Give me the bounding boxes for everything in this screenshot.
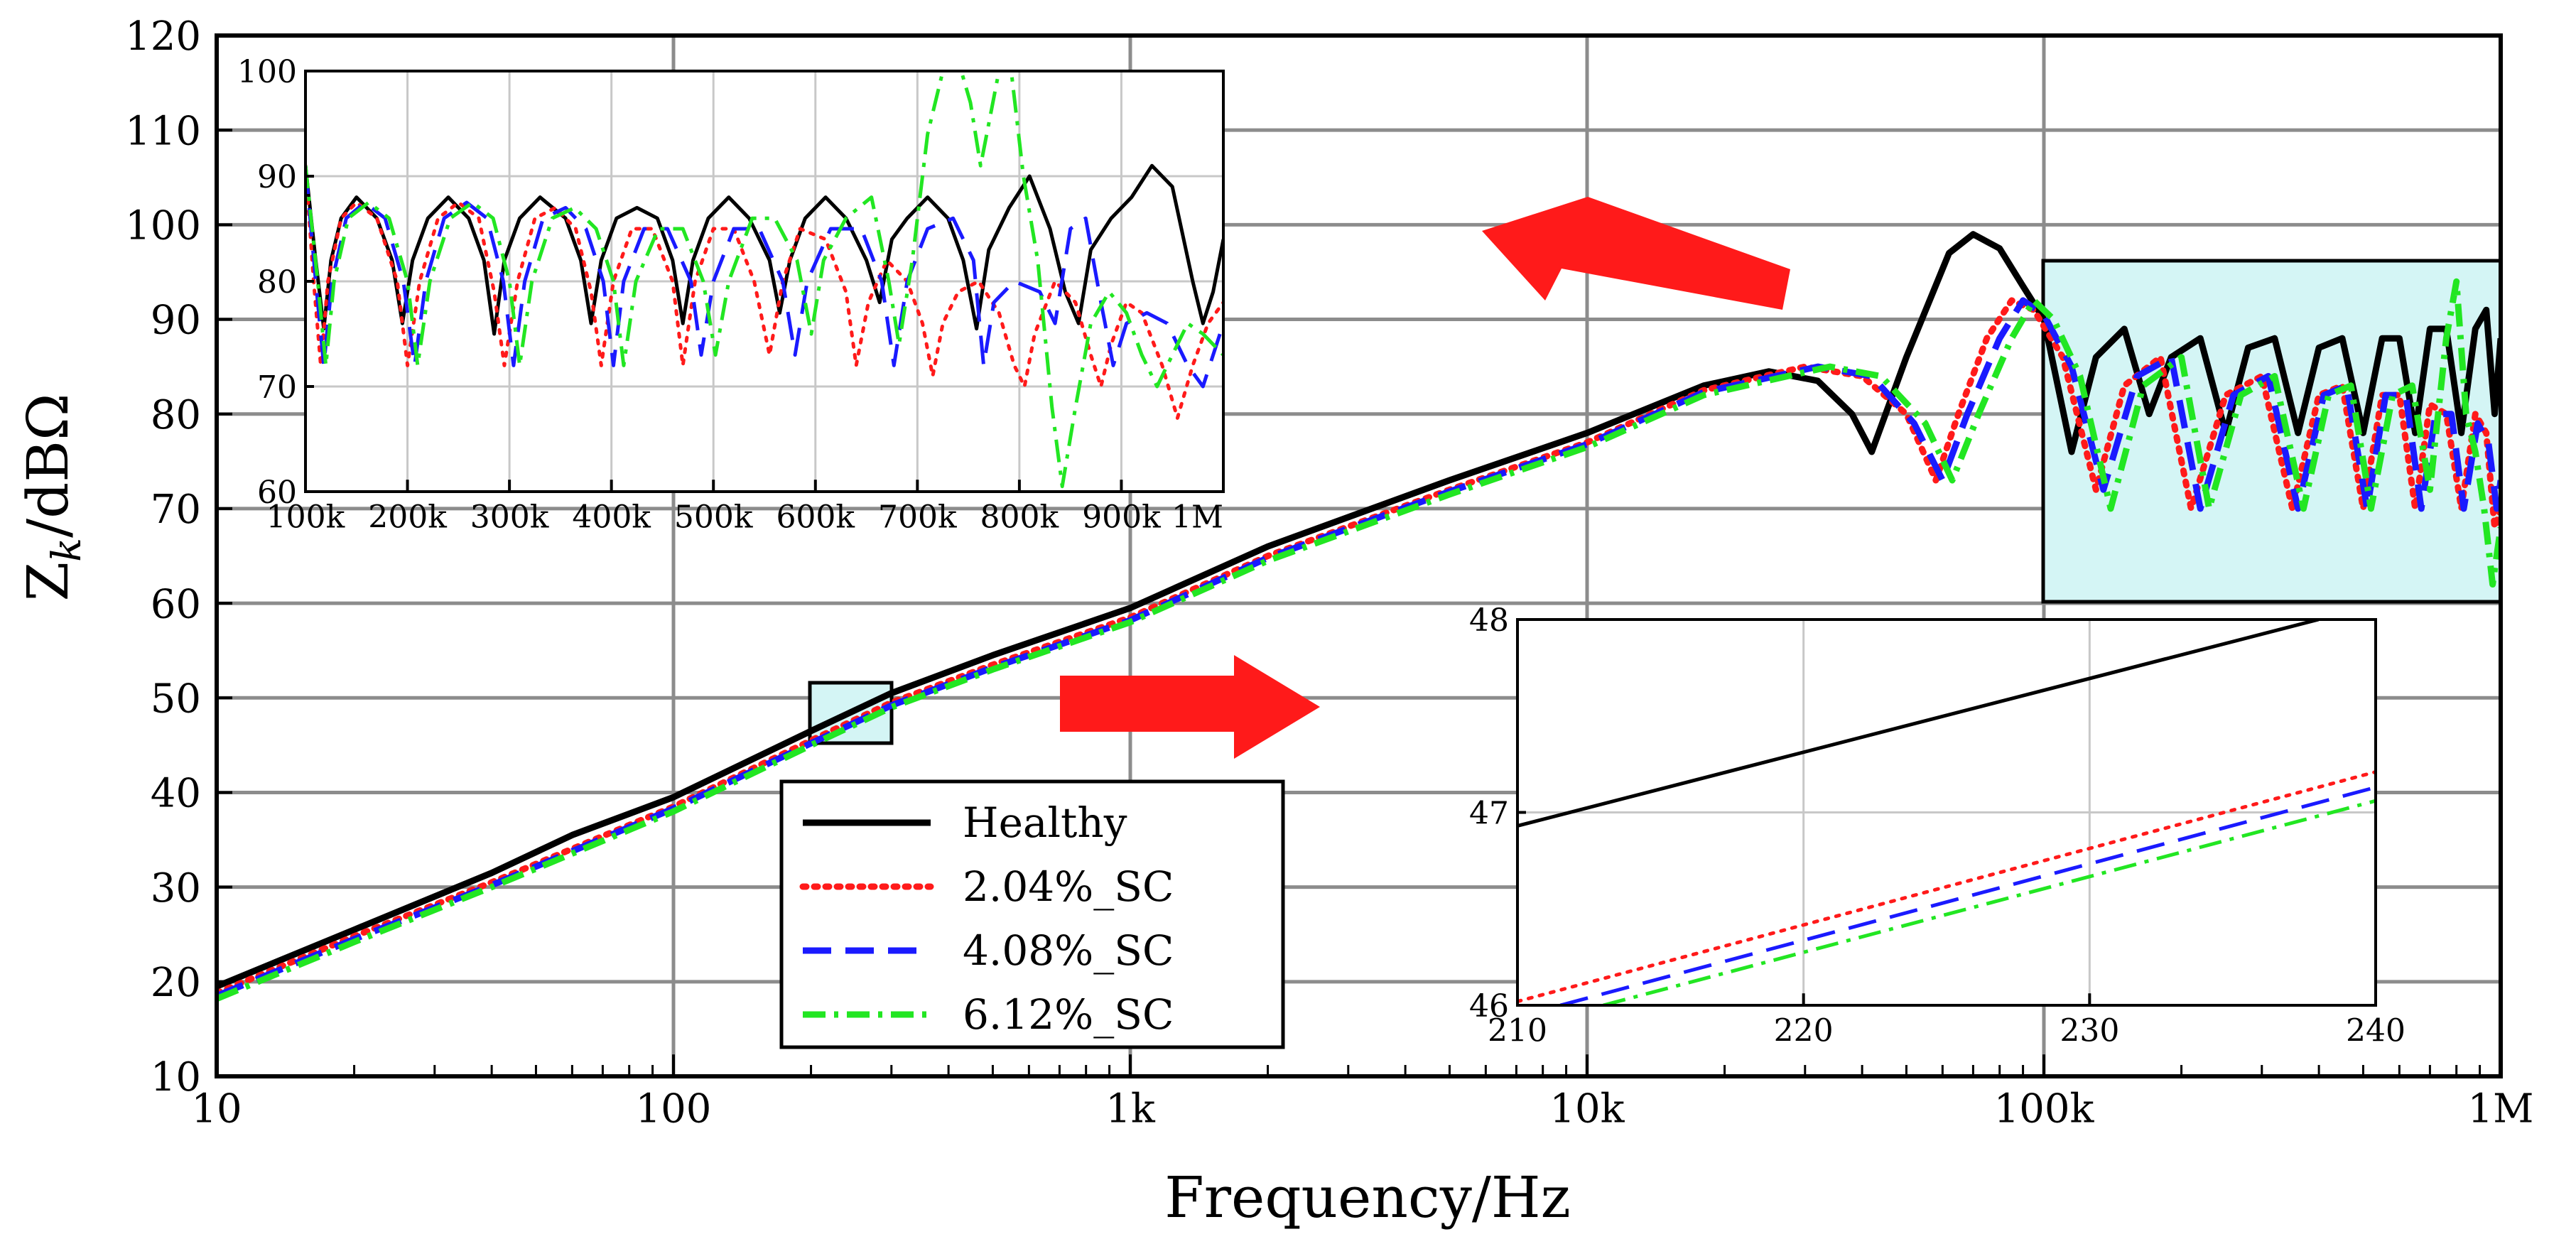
x-tick-label: 10 xyxy=(191,1086,242,1132)
inset-high-series xyxy=(305,71,1223,489)
arrow-right-icon xyxy=(1060,655,1320,759)
x-axis-title: Frequency/Hz xyxy=(1164,1164,1571,1231)
y-tick-label: 50 xyxy=(151,676,201,722)
axis-titles: Frequency/Hz Zk/dBΩ xyxy=(15,394,1571,1231)
y-axis-title: Zk/dBΩ xyxy=(15,394,90,602)
legend-label-4.08%_SC: 4.08%_SC xyxy=(963,926,1174,975)
y-tick-label: 47 xyxy=(1469,795,1509,831)
legend-items: Healthy 2.04%_SC 4.08%_SC 6.12%_SC xyxy=(799,799,1174,1039)
series-line-2.04%_SC xyxy=(305,163,1223,420)
x-tick-label: 1k xyxy=(1105,1086,1156,1132)
x-tick-label: 700k xyxy=(878,499,957,536)
inset-high-frequency: 60 70 80 90 100 100k 200k 300k 400k 500k 600k 700k 8… xyxy=(237,54,1225,536)
x-tick-label: 400k xyxy=(572,499,651,536)
y-tick-label: 20 xyxy=(151,960,201,1006)
x-tick-label: 200k xyxy=(368,499,447,536)
y-tick-label: 60 xyxy=(151,581,201,627)
series-line-2.04%_SC xyxy=(1517,770,2376,1004)
series-line-6.12%_SC xyxy=(1603,799,2376,1005)
series-line-6.12%_SC xyxy=(217,278,2501,1002)
zoom-arrows xyxy=(1060,197,1790,759)
y-tick-label: 70 xyxy=(257,369,297,406)
x-tick-label: 10k xyxy=(1549,1086,1625,1132)
x-tick-label: 230 xyxy=(2060,1013,2119,1049)
series-line-4.08%_SC xyxy=(305,165,1223,389)
inset-low-grid xyxy=(1517,620,2376,1005)
inset-low-series xyxy=(1517,620,2376,1005)
x-tick-label: 600k xyxy=(776,499,855,536)
y-tick-label: 90 xyxy=(257,159,297,195)
legend-label-2.04%_SC: 2.04%_SC xyxy=(963,862,1174,911)
main-plot-frame xyxy=(215,33,2503,1078)
inset-high-ticks: 60 70 80 90 100 100k 200k 300k 400k 500k 600k 700k 8… xyxy=(237,54,1225,536)
y-tick-label: 10 xyxy=(151,1054,201,1100)
x-tick-label: 800k xyxy=(980,499,1059,536)
y-tick-label: 48 xyxy=(1469,602,1509,639)
y-tick-label: 60 xyxy=(257,475,297,511)
y-tick-label: 110 xyxy=(125,108,201,154)
series-line-Healthy xyxy=(305,163,1223,336)
x-tick-label: 1M xyxy=(2468,1086,2534,1132)
y-axis-title-main: Z xyxy=(15,562,81,602)
y-tick-label: 46 xyxy=(1469,988,1509,1024)
series-line-Healthy xyxy=(1517,620,2320,828)
x-tick-label: 100k xyxy=(1994,1086,2095,1132)
legend-label-6.12%_SC: 6.12%_SC xyxy=(963,990,1174,1039)
y-tick-label: 120 xyxy=(125,13,201,60)
main-ticks: 10 20 30 40 50 60 70 80 90 100 110 120 10 100 1k 10k 100… xyxy=(125,13,2533,1132)
x-tick-label: 210 xyxy=(1488,1013,1547,1049)
y-tick-label: 80 xyxy=(257,264,297,301)
x-tick-label: 100 xyxy=(636,1086,712,1132)
y-tick-label: 30 xyxy=(151,865,201,912)
x-tick-label: 500k xyxy=(674,499,753,536)
main-series xyxy=(217,231,2501,1002)
y-tick-label: 100 xyxy=(125,203,201,249)
inset-low-ticks: 46 47 48 210 220 230 240 xyxy=(1469,602,2405,1049)
legend: Healthy 2.04%_SC 4.08%_SC 6.12%_SC xyxy=(779,779,1285,1049)
series-line-6.12%_SC xyxy=(305,71,1223,489)
y-tick-label: 100 xyxy=(237,54,297,90)
y-tick-label: 40 xyxy=(151,771,201,817)
legend-label-Healthy: Healthy xyxy=(963,799,1127,847)
x-tick-label: 220 xyxy=(1774,1013,1834,1049)
y-tick-label: 90 xyxy=(151,298,201,344)
y-axis-title-unit: /dBΩ xyxy=(15,394,81,538)
x-tick-label: 900k xyxy=(1082,499,1161,536)
series-line-4.08%_SC xyxy=(1559,785,2376,1005)
x-tick-label: 240 xyxy=(2346,1013,2405,1049)
inset-low-frequency: 46 47 48 210 220 230 240 xyxy=(1469,602,2405,1049)
x-tick-label: 1M xyxy=(1171,499,1223,536)
x-tick-label: 100k xyxy=(266,499,345,536)
series-line-2.04%_SC xyxy=(217,297,2501,997)
y-axis-title-subscript: k xyxy=(44,538,90,562)
arrow-left-icon xyxy=(1482,197,1790,310)
y-tick-label: 70 xyxy=(151,487,201,533)
y-tick-label: 80 xyxy=(151,392,201,438)
x-tick-label: 300k xyxy=(470,499,549,536)
